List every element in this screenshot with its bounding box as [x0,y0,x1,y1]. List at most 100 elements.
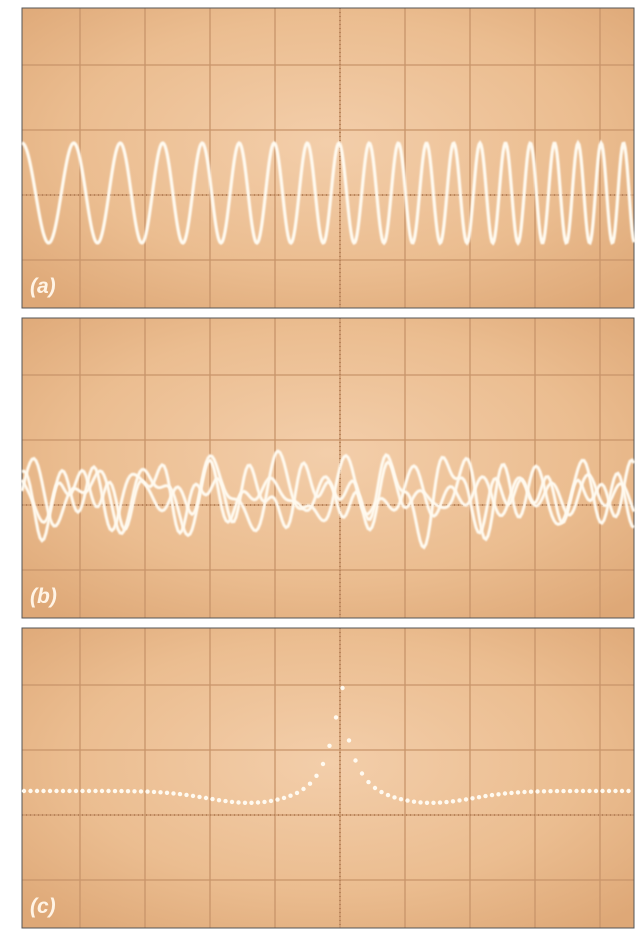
screen [22,318,634,618]
trace-dot [555,789,559,793]
trace-dot [399,797,403,801]
trace-dot [74,789,78,793]
trace-dot [288,794,292,798]
trace-dot [574,789,578,793]
panel-label: (b) [30,585,57,608]
trace-dot [334,715,338,719]
trace-dot [392,795,396,799]
trace-dot [626,789,630,793]
trace-dot [126,789,130,793]
panel-label: (c) [30,895,56,918]
trace-dot [360,771,364,775]
trace-dot [464,797,468,801]
trace-dot [483,794,487,798]
trace-dot [600,789,604,793]
trace-dot [451,799,455,803]
trace-dot [158,790,162,794]
trace-dot [327,744,331,748]
trace-dot [256,800,260,804]
trace-dot [353,758,357,762]
trace-dot [236,800,240,804]
trace-dot [80,789,84,793]
trace-dot [542,789,546,793]
trace-dot [132,789,136,793]
panel-label: (a) [30,275,56,298]
trace-dot [347,738,351,742]
trace-dot [561,789,565,793]
trace-dot [22,789,26,793]
trace-dot [61,789,65,793]
trace-dot [503,791,507,795]
trace-dot [171,791,175,795]
panel-a: (a) [22,8,634,308]
trace-dot [230,800,234,804]
trace-dot [444,800,448,804]
trace-dot [314,774,318,778]
trace-dot [587,789,591,793]
trace-dot [425,801,429,805]
trace-dot [100,789,104,793]
trace-dot [373,786,377,790]
trace-dot [106,789,110,793]
trace-dot [113,789,117,793]
trace-dot [204,796,208,800]
trace-dot [620,789,624,793]
trace-dot [457,798,461,802]
trace-dot [522,790,526,794]
trace-dot [67,789,71,793]
trace-dot [613,789,617,793]
trace-dot [412,800,416,804]
trace-dot [191,794,195,798]
trace-dot [282,796,286,800]
trace-dot [145,789,149,793]
trace-dot [249,801,253,805]
trace-dot [275,797,279,801]
trace-dot [340,686,344,690]
trace-dot [529,790,533,794]
trace-dot [54,789,58,793]
trace-dot [535,789,539,793]
trace-dot [477,795,481,799]
trace-dot [41,789,45,793]
trace-dot [386,793,390,797]
trace-dot [184,793,188,797]
trace-dot [210,797,214,801]
trace-dot [48,789,52,793]
trace-dot [308,782,312,786]
trace-dot [607,789,611,793]
trace-dot [405,798,409,802]
panel-c: (c) [22,628,634,928]
trace-dot [438,800,442,804]
trace-dot [470,796,474,800]
trace-dot [568,789,572,793]
trace-dot [217,798,221,802]
trace-dot [379,790,383,794]
trace-dot [496,792,500,796]
trace-dot [490,793,494,797]
trace-dot [581,789,585,793]
trace-dot [594,789,598,793]
trace-dot [269,799,273,803]
trace-dot [262,800,266,804]
trace-dot [93,789,97,793]
trace-dot [516,790,520,794]
trace-dot [366,780,370,784]
trace-dot [152,790,156,794]
trace-dot [548,789,552,793]
panel-b: (b) [22,318,634,618]
trace-dot [431,801,435,805]
trace-dot [301,787,305,791]
trace-dot [119,789,123,793]
trace-dot [223,799,227,803]
page: (a) (b) (c) (() => { const data = JSON.p… [0,0,640,932]
trace-dot [197,795,201,799]
trace-dot [28,789,32,793]
trace-dot [295,791,299,795]
trace-dot [243,801,247,805]
figure: (a) (b) (c) [0,0,640,932]
trace-dot [139,789,143,793]
trace-dot [418,800,422,804]
trace-dot [35,789,39,793]
screen [22,628,634,928]
trace-dot [87,789,91,793]
